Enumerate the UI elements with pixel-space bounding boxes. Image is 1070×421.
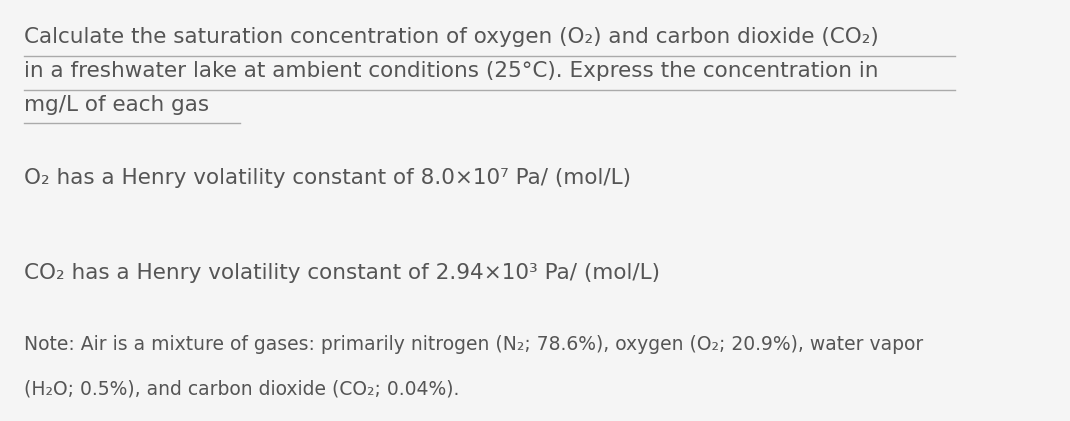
Text: in a freshwater lake at ambient conditions (25°C). Express the concentration in: in a freshwater lake at ambient conditio… bbox=[25, 61, 878, 81]
Text: (H₂O; 0.5%), and carbon dioxide (CO₂; 0.04%).: (H₂O; 0.5%), and carbon dioxide (CO₂; 0.… bbox=[25, 380, 460, 399]
Text: O₂ has a Henry volatility constant of 8.0×10⁷ Pa/ (mol/L): O₂ has a Henry volatility constant of 8.… bbox=[25, 168, 631, 189]
Text: CO₂ has a Henry volatility constant of 2.94×10³ Pa/ (mol/L): CO₂ has a Henry volatility constant of 2… bbox=[25, 263, 660, 283]
Text: Calculate the saturation concentration of oxygen (O₂) and carbon dioxide (CO₂): Calculate the saturation concentration o… bbox=[25, 27, 880, 48]
Text: Note: Air is a mixture of gases: primarily nitrogen (N₂; 78.6%), oxygen (O₂; 20.: Note: Air is a mixture of gases: primari… bbox=[25, 335, 923, 354]
Text: mg/L of each gas: mg/L of each gas bbox=[25, 95, 210, 115]
